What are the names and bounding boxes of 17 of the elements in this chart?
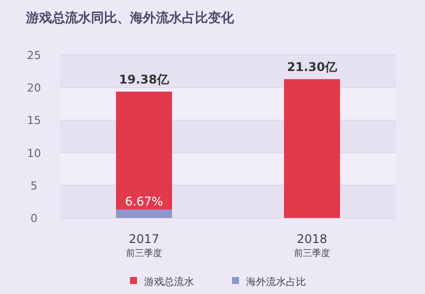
x-tick-label: 2018 前三季度 (294, 232, 330, 259)
legend-label: 海外流水占比 (246, 276, 306, 288)
legend-label: 游戏总流水 (144, 276, 194, 288)
y-tick-label: 25 (27, 49, 41, 62)
y-tick-label: 5 (30, 179, 38, 192)
x-tick-label: 2017 前三季度 (126, 232, 162, 259)
bar (116, 92, 172, 210)
y-tick-label: 10 (27, 146, 41, 160)
chart-title: 游戏总流水同比、海外流水占比变化 (25, 10, 235, 26)
y-tick-label: 20 (27, 82, 41, 95)
bar (284, 79, 340, 218)
total-label: 21.30亿 (287, 60, 338, 74)
bar (116, 210, 172, 218)
y-tick-label: 0 (30, 212, 38, 225)
total-label: 19.38亿 (119, 72, 170, 87)
annotation: 6.67% (124, 194, 164, 209)
y-tick-label: 15 (27, 114, 41, 128)
